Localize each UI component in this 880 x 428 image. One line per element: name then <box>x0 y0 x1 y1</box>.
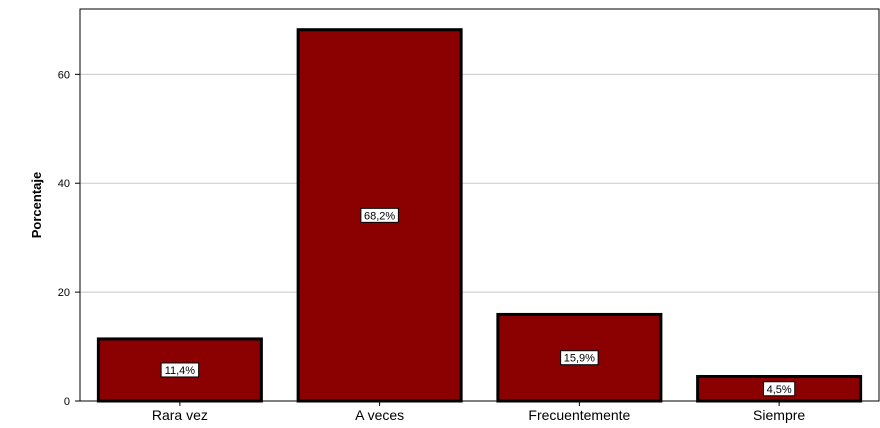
y-tick-label: 20 <box>58 287 70 299</box>
plot-area <box>79 8 880 402</box>
data-label-box <box>360 207 399 223</box>
x-category-label: Siempre <box>753 407 805 423</box>
data-labels: 11,4% 68,2% 15,9% 4,5% <box>160 207 796 397</box>
x-axis-categories: Rara vez A veces Frecuentemente Siempre <box>152 401 805 423</box>
data-label: 68,2% <box>364 210 395 222</box>
data-label: 15,9% <box>564 353 595 365</box>
gridlines <box>80 73 879 293</box>
bars <box>96 28 863 403</box>
y-axis-ticks: 0 20 40 60 <box>58 69 80 408</box>
y-tick-label: 0 <box>64 396 70 408</box>
data-label-box <box>560 350 599 366</box>
x-category-label: Frecuentemente <box>528 407 630 423</box>
data-label-box <box>763 381 796 397</box>
y-tick-label: 40 <box>58 178 70 190</box>
x-category-label: Rara vez <box>152 407 208 423</box>
x-category-label: A veces <box>355 407 404 423</box>
y-axis-title: Porcentaje <box>29 172 44 238</box>
data-label: 11,4% <box>165 365 196 377</box>
data-label-box <box>160 362 200 378</box>
data-label: 4,5% <box>767 384 792 396</box>
y-tick-label: 60 <box>58 69 70 81</box>
